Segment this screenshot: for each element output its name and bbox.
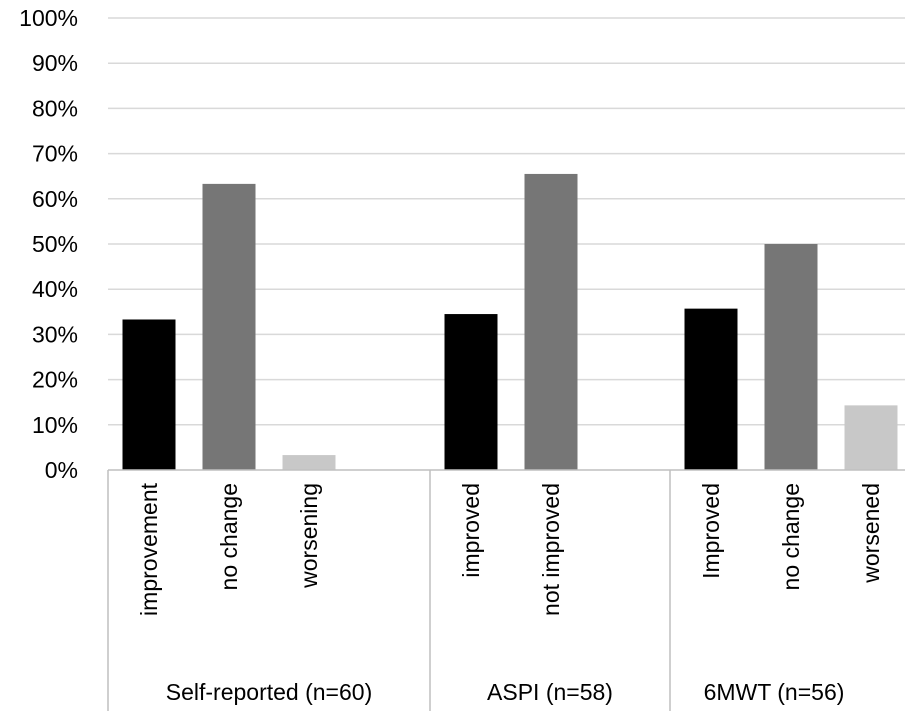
y-tick-label: 0% <box>45 457 78 483</box>
y-tick-label: 70% <box>32 141 78 167</box>
y-tick-label: 50% <box>32 231 78 257</box>
bars <box>122 173 898 470</box>
category-label: worsening <box>296 483 322 589</box>
group-label: Self-reported (n=60) <box>166 679 372 705</box>
y-tick-label: 30% <box>32 321 78 347</box>
y-tick-label: 60% <box>32 186 78 212</box>
category-label: no change <box>216 483 242 590</box>
bar <box>684 308 738 470</box>
category-label: improved <box>458 483 484 578</box>
bar <box>764 244 818 470</box>
y-axis-tick-labels: 0% 10% 20% 30% 40% 50% 60% 70% 80% 90% 100% <box>19 5 78 483</box>
category-label: not improved <box>538 483 564 616</box>
group-labels: Self-reported (n=60) ASPI (n=58) 6MWT (n=5… <box>166 679 845 705</box>
category-label: worsened <box>858 483 884 584</box>
bar <box>122 319 176 470</box>
y-tick-label: 10% <box>32 412 78 438</box>
bar <box>444 314 498 470</box>
y-tick-label: 20% <box>32 367 78 393</box>
bar <box>202 183 256 470</box>
category-label: no change <box>778 483 804 590</box>
y-tick-label: 100% <box>19 5 78 31</box>
bar <box>844 405 898 470</box>
axes <box>107 469 905 711</box>
bar <box>282 455 336 470</box>
group-label: ASPI (n=58) <box>487 679 613 705</box>
bar <box>524 173 578 470</box>
y-tick-label: 90% <box>32 50 78 76</box>
category-label: improvement <box>136 482 162 616</box>
y-tick-label: 40% <box>32 276 78 302</box>
group-label: 6MWT (n=56) <box>704 679 845 705</box>
y-tick-label: 80% <box>32 95 78 121</box>
category-labels: improvement no change worsening improved not… <box>136 482 884 616</box>
category-label: Improved <box>698 483 724 579</box>
